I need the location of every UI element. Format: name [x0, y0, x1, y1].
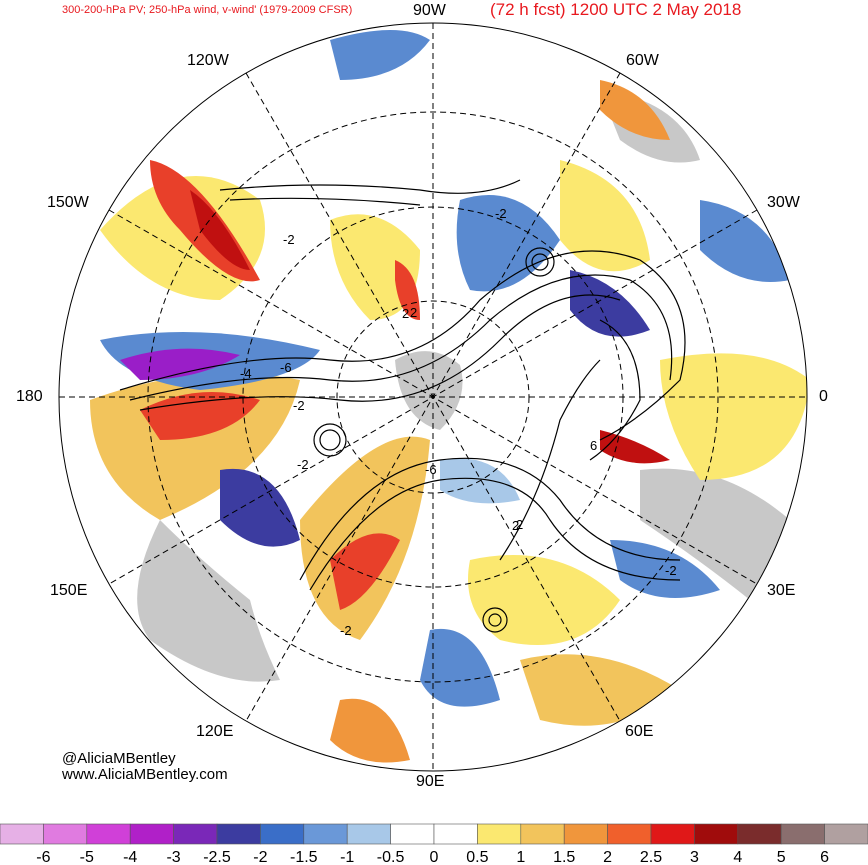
map-title-left: 300-200-hPa PV; 250-hPa wind, v-wind' (1… — [62, 4, 353, 16]
colorbar-swatch — [563, 823, 608, 845]
pv-core — [600, 80, 670, 140]
contour-label: 2 — [402, 306, 409, 321]
contour-label: 6 — [590, 438, 597, 453]
pv-core — [600, 430, 670, 464]
pv-core — [140, 392, 260, 440]
colorbar-tick-label: -4 — [123, 849, 137, 865]
pv-positive-area — [560, 160, 650, 272]
contour-label: -2 — [665, 563, 677, 578]
label-120e: 120E — [196, 723, 234, 740]
colorbar-tick-label: 3 — [690, 849, 699, 865]
contour-label: 2 — [410, 305, 417, 320]
colorbar-tick-label: -6 — [36, 849, 50, 865]
colorbar-tick-label: 0.5 — [466, 849, 488, 865]
pv-positive-area — [468, 555, 620, 645]
pv-positive-area — [520, 654, 680, 726]
contour-label: -2 — [283, 232, 295, 247]
colorbar-tick-label: 5 — [777, 849, 786, 865]
pv-negative-area — [220, 468, 300, 547]
credit-website: www.AliciaMBentley.com — [62, 766, 228, 783]
contour-label-layer: -2-22-4 -6-26-62-2-2-222 — [240, 206, 677, 638]
label-30w: 30W — [767, 194, 800, 211]
colorbar-tick-label: 1.5 — [553, 849, 575, 865]
label-90e: 90E — [416, 773, 445, 790]
label-150e: 150E — [50, 582, 88, 599]
wind-contours — [119, 179, 686, 633]
label-120w: 120W — [187, 52, 229, 69]
colorbar-tick-label: 2 — [603, 849, 612, 865]
contour-label: -6 — [425, 462, 437, 477]
contour-label: 2 — [512, 518, 519, 533]
pv-core — [190, 190, 250, 270]
meridian-lines — [59, 23, 807, 771]
polar-map — [58, 22, 808, 772]
pv-negative-area — [570, 270, 650, 337]
colorbar-tick-label: -2.5 — [203, 849, 231, 865]
label-150w: 150W — [47, 194, 89, 211]
colorbar-swatch — [737, 823, 782, 845]
colorbar-swatch — [86, 823, 131, 845]
label-30e: 30E — [767, 582, 796, 599]
colorbar-swatch — [650, 823, 695, 845]
credit-handle: @AliciaMBentley — [62, 750, 176, 767]
contour-label: 2 — [516, 517, 523, 532]
land-patch — [640, 468, 790, 600]
colorbar-tick-label: -3 — [166, 849, 180, 865]
colorbar-swatch — [303, 823, 348, 845]
colorbar-swatch — [477, 823, 522, 845]
contour-label: -2 — [297, 457, 309, 472]
land-patch — [137, 520, 280, 682]
pv-core — [330, 533, 400, 610]
pv-negative-area — [700, 200, 790, 282]
colorbar-swatch — [173, 823, 218, 845]
pv-negative-area — [330, 30, 430, 80]
colorbar-swatch — [43, 823, 88, 845]
colorbar-tick-label: 6 — [820, 849, 829, 865]
colorbar-tick-label: -0.5 — [377, 849, 405, 865]
colorbar-tick-label: -2 — [253, 849, 267, 865]
colorbar-swatch — [607, 823, 652, 845]
colorbar-tick-label: 4 — [733, 849, 742, 865]
contour-label: -4 — [240, 366, 252, 381]
colorbar-tick-label: -1.5 — [290, 849, 318, 865]
pv-positive-area — [660, 353, 807, 480]
colorbar-tick-label: -5 — [80, 849, 94, 865]
label-180: 180 — [16, 388, 43, 405]
colorbar-swatch — [694, 823, 739, 845]
contour-label: -2 — [495, 206, 507, 221]
colorbar-swatch — [780, 823, 825, 845]
pv-core — [395, 260, 420, 320]
colorbar-swatch — [433, 823, 478, 845]
pv-positive-area — [330, 698, 410, 763]
label-90w: 90W — [413, 2, 446, 19]
colorbar-swatch — [216, 823, 261, 845]
colorbar-swatch — [346, 823, 391, 845]
label-60e: 60E — [625, 723, 654, 740]
contour-label: -6 — [280, 360, 292, 375]
pv-negative-area — [420, 628, 500, 707]
contour-label: -2 — [293, 398, 305, 413]
colorbar-swatch — [520, 823, 565, 845]
colorbar-swatch — [0, 823, 44, 845]
contour-label: -2 — [340, 623, 352, 638]
label-60w: 60W — [626, 52, 659, 69]
colorbar-swatch — [129, 823, 174, 845]
colorbar-tick-label: 1 — [516, 849, 525, 865]
colorbar-tick-label: 2.5 — [640, 849, 662, 865]
pv-negative-area — [120, 348, 240, 380]
colorbar-swatch — [824, 823, 868, 845]
colorbar-tick-label: 0 — [430, 849, 439, 865]
colorbar-tick-label: -1 — [340, 849, 354, 865]
label-0: 0 — [819, 388, 828, 405]
colorbar: -6 -5 -4 -3 -2.5 -2 -1.5 -1 -0.5 0 0.5 1 1.5 2 2.5 3 4 5 6 — [0, 823, 868, 865]
map-title-right: (72 h fcst) 1200 UTC 2 May 2018 — [490, 0, 742, 19]
colorbar-swatch — [260, 823, 305, 845]
colorbar-swatch — [390, 823, 435, 845]
